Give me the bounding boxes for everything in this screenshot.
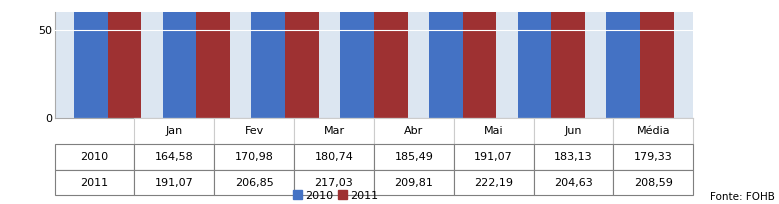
Bar bbox=[463, 0, 496, 118]
Bar bbox=[252, 0, 285, 118]
Bar bbox=[640, 0, 674, 118]
Text: Fonte: FOHB: Fonte: FOHB bbox=[710, 192, 775, 202]
Bar bbox=[196, 0, 230, 118]
Legend: 2010, 2011: 2010, 2011 bbox=[291, 188, 380, 203]
Bar bbox=[552, 0, 585, 118]
Bar bbox=[285, 0, 319, 118]
Bar bbox=[108, 0, 142, 118]
Bar bbox=[517, 0, 552, 118]
Bar bbox=[429, 0, 463, 118]
Bar bbox=[74, 0, 108, 118]
Bar bbox=[606, 0, 640, 118]
Bar bbox=[340, 0, 374, 118]
Bar bbox=[374, 0, 407, 118]
Bar bbox=[163, 0, 196, 118]
